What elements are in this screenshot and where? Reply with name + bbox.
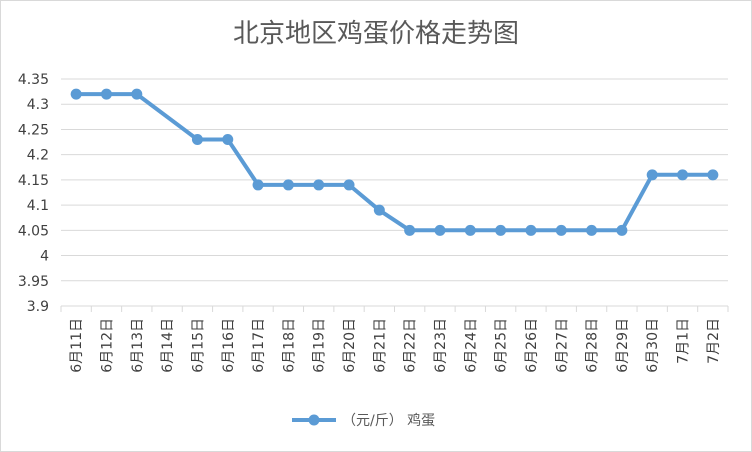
x-tick-label: 6月17日 (251, 318, 267, 373)
x-tick-label: 6月22日 (403, 318, 419, 373)
data-point (616, 224, 628, 236)
data-point (131, 88, 143, 100)
x-tick-label: 6月12日 (99, 318, 115, 373)
data-point (586, 224, 598, 236)
legend: （元/斤） 鸡蛋 (292, 412, 435, 429)
x-axis (60, 305, 729, 312)
y-tick-label: 4.35 (18, 72, 49, 88)
data-point (525, 224, 537, 236)
x-tick-label: 6月30日 (645, 318, 661, 373)
x-tick-label: 6月26日 (524, 318, 540, 373)
x-tick-label: 6月29日 (615, 318, 631, 373)
chart-title: 北京地区鸡蛋价格走势图 (233, 19, 519, 49)
y-tick-label: 4 (40, 249, 49, 265)
data-point (646, 169, 658, 181)
y-axis-ticks: 4.35 4.3 4.25 4.2 4.15 4.1 4.05 4 3.95 3.9 (18, 72, 49, 315)
data-point (222, 134, 234, 146)
x-tick-label: 6月27日 (554, 318, 570, 373)
x-tick-label: 6月20日 (342, 318, 358, 373)
series-line (76, 92, 713, 233)
legend-label: （元/斤） 鸡蛋 (342, 412, 435, 429)
x-tick-label: 6月23日 (433, 318, 449, 373)
x-tick-label: 7月1日 (676, 318, 692, 364)
y-tick-label: 3.9 (27, 299, 49, 315)
x-axis-ticks: 6月11日 6月12日 6月13日 6月14日 6月15日 6月16日 6月17日 6月18日… (69, 318, 722, 373)
data-point (404, 224, 416, 236)
data-point (343, 179, 355, 191)
data-point (191, 134, 203, 146)
data-point (677, 169, 689, 181)
y-tick-label: 4.3 (27, 97, 49, 113)
series-egg-price (70, 88, 719, 236)
y-tick-label: 4.05 (18, 223, 49, 239)
x-tick-label: 6月15日 (190, 318, 206, 373)
x-tick-label: 6月11日 (69, 318, 85, 373)
x-tick-label: 6月25日 (494, 318, 510, 373)
data-point (70, 88, 82, 100)
x-tick-label: 6月16日 (221, 318, 237, 373)
data-point (495, 224, 507, 236)
data-point (313, 179, 325, 191)
data-point (373, 204, 385, 216)
data-point (434, 224, 446, 236)
y-tick-label: 4.2 (27, 148, 49, 164)
x-tick-label: 6月18日 (281, 318, 297, 373)
y-tick-label: 4.25 (18, 122, 49, 138)
x-tick-label: 6月24日 (463, 318, 479, 373)
x-tick-label: 7月2日 (706, 318, 722, 364)
x-tick-label: 6月14日 (160, 318, 176, 373)
x-tick-label: 6月28日 (585, 318, 601, 373)
x-tick-label: 6月13日 (130, 318, 146, 373)
data-point (100, 88, 112, 100)
legend-dot-marker (308, 414, 320, 426)
y-tick-label: 4.15 (18, 173, 49, 189)
data-point (707, 169, 719, 181)
x-tick-label: 6月21日 (372, 318, 388, 373)
x-tick-label: 6月19日 (312, 318, 328, 373)
y-tick-label: 4.1 (27, 198, 49, 214)
data-point (252, 179, 264, 191)
data-point (555, 224, 567, 236)
data-point (464, 224, 476, 236)
gridlines (61, 78, 728, 282)
y-tick-label: 3.95 (18, 274, 49, 290)
data-point (282, 179, 294, 191)
